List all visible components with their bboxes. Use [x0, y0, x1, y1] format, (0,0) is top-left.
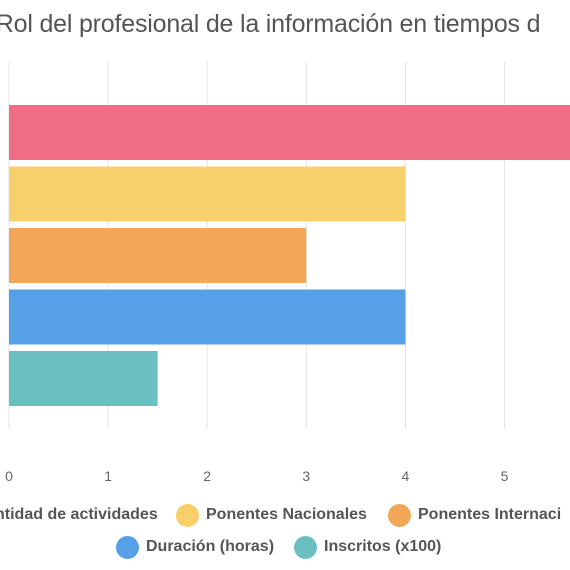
x-tick-label-2: 2 — [203, 468, 211, 484]
chart-title-text: ncias »Rol del profesional de la informa… — [0, 10, 541, 38]
legend-item-nacionales[interactable]: Ponentes Nacionales — [176, 500, 367, 530]
x-tick-label-4: 4 — [402, 468, 410, 484]
legend-item-inscritos[interactable]: Inscritos (x100) — [294, 532, 441, 562]
x-tick-label-0: 0 — [5, 468, 13, 484]
x-tick-label-1: 1 — [104, 468, 112, 484]
legend-label-actividades: ntidad de actividades — [0, 506, 158, 523]
bar-2[interactable] — [9, 228, 307, 283]
chart-title: ncias »Rol del profesional de la informa… — [0, 10, 570, 50]
legend-row-1: ntidad de actividades Ponentes Nacionale… — [0, 500, 570, 530]
legend-label-internacionales: Ponentes Internaci — [418, 506, 562, 523]
x-tick-label-3: 3 — [302, 468, 310, 484]
legend-row-2: Duración (horas) Inscritos (x100) — [0, 532, 570, 562]
legend-item-duracion[interactable]: Duración (horas) — [116, 532, 274, 562]
legend-label-nacionales: Ponentes Nacionales — [206, 506, 367, 523]
legend-swatch-internacionales — [388, 503, 411, 527]
bar-3[interactable] — [9, 289, 406, 345]
x-tick-label-5: 5 — [501, 468, 509, 484]
legend-item-internacionales[interactable]: Ponentes Internaci — [388, 500, 561, 530]
bar-4[interactable] — [9, 351, 158, 406]
legend-label-inscritos: Inscritos (x100) — [324, 538, 442, 555]
bar-1[interactable] — [9, 166, 406, 222]
legend-swatch-nacionales — [176, 503, 199, 527]
legend-item-actividades[interactable]: ntidad de actividades — [0, 500, 158, 530]
legend-swatch-duracion — [116, 535, 139, 559]
bar-0[interactable] — [9, 105, 570, 160]
legend-swatch-inscritos — [294, 535, 317, 559]
legend-label-duracion: Duración (horas) — [146, 538, 275, 555]
